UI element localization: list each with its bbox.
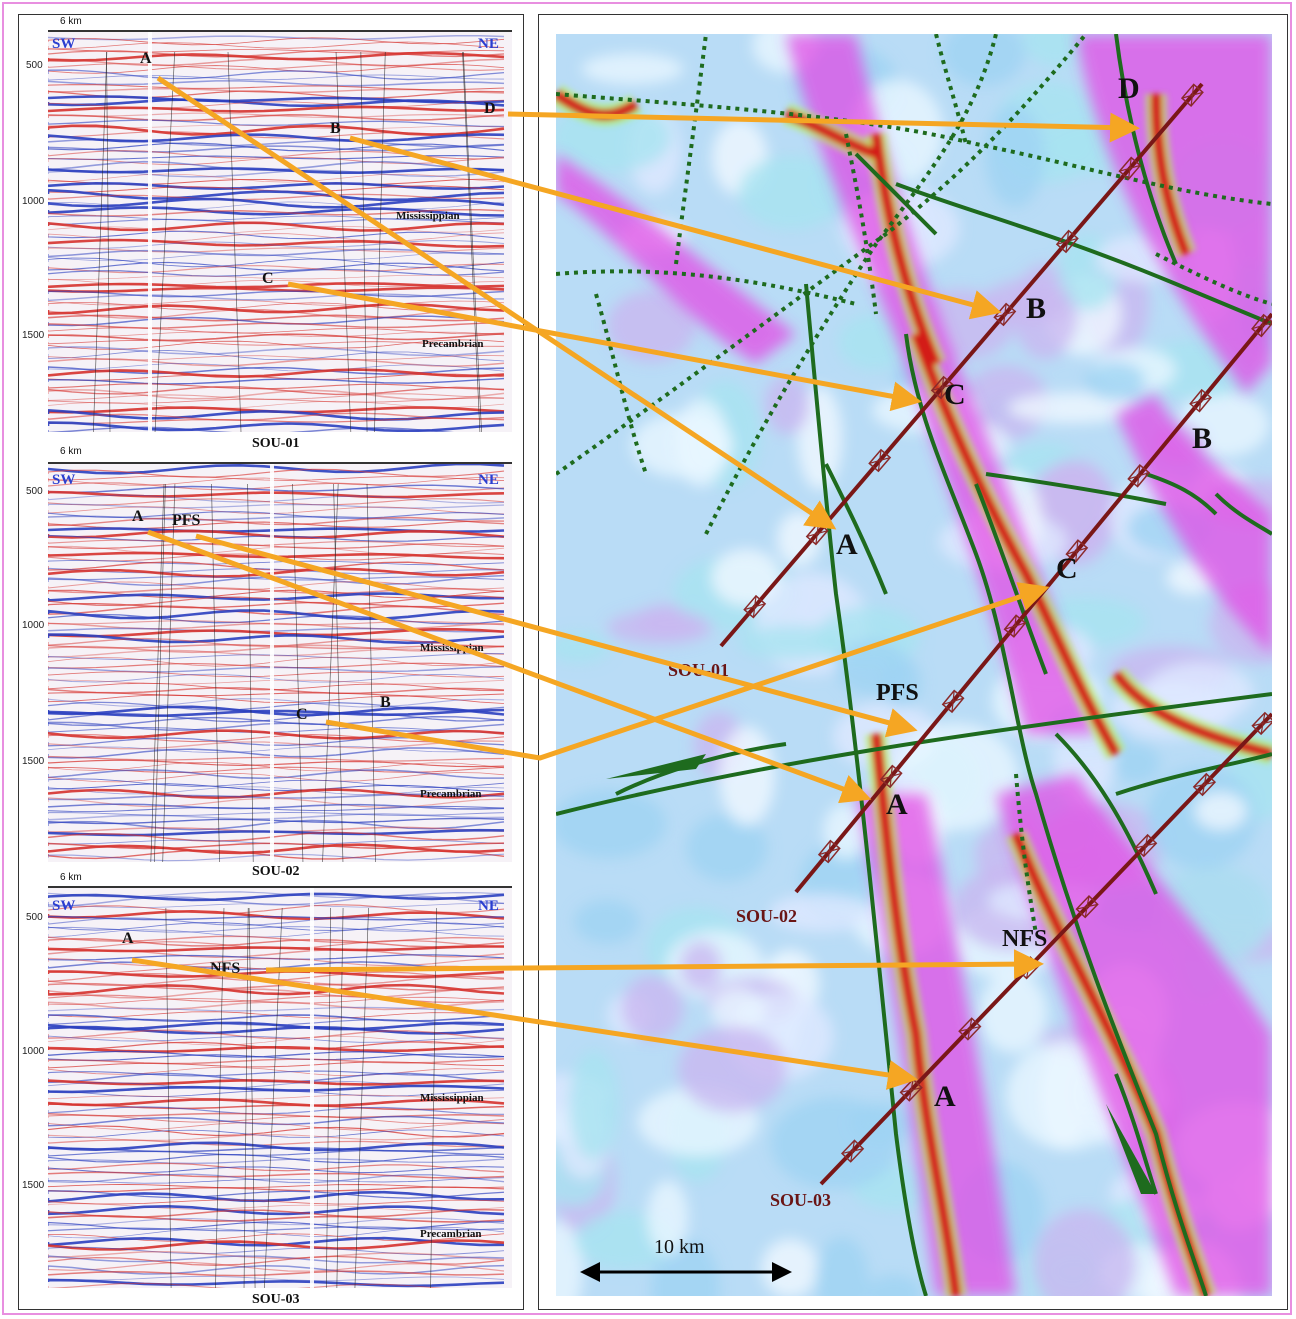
marker-label: B [380, 694, 391, 711]
fault-label: D [1118, 72, 1140, 105]
scale-bar-label: 6 km [60, 446, 82, 457]
section-caption: SOU-03 [252, 1292, 300, 1307]
formation-label: Precambrian [420, 788, 482, 800]
formation-label: Mississippian [420, 642, 484, 654]
scale-bar-label: 6 km [60, 16, 82, 27]
fault-label: PFS [876, 680, 919, 706]
time-tick: 1500 [22, 330, 45, 341]
section-caption: SOU-02 [252, 864, 300, 879]
direction-sw: SW [52, 472, 76, 488]
seismic-section-sou-01 [48, 30, 512, 432]
marker-label: C [296, 706, 308, 723]
marker-label: B [330, 120, 341, 137]
formation-label: Precambrian [422, 338, 484, 350]
marker-label: C [262, 270, 274, 287]
time-tick: 1500 [22, 1180, 45, 1191]
seismic-line-label: SOU-01 [668, 660, 730, 680]
fault-label: A [886, 788, 908, 821]
direction-ne: NE [478, 472, 499, 488]
time-tick: 500 [26, 60, 43, 71]
marker-label: A [122, 930, 134, 947]
fault-label: C [1056, 552, 1078, 585]
time-tick: 500 [26, 486, 43, 497]
section-caption: SOU-01 [252, 436, 300, 451]
time-tick: 500 [26, 912, 43, 923]
time-tick: 1000 [22, 1046, 45, 1057]
fault-label: A [934, 1080, 956, 1113]
seismic-traces [48, 32, 512, 432]
attribute-map [556, 34, 1272, 1296]
seismic-section-sou-02 [48, 462, 512, 862]
map-scale-label: 10 km [654, 1236, 705, 1258]
scale-bar-label: 6 km [60, 872, 82, 883]
formation-label: Mississippian [396, 210, 460, 222]
direction-ne: NE [478, 898, 499, 914]
seismic-line-label: SOU-03 [770, 1190, 832, 1210]
fault-label: A [836, 528, 858, 561]
time-tick: 1000 [22, 196, 45, 207]
fault-label: NFS [1002, 926, 1048, 952]
direction-ne: NE [478, 36, 499, 52]
marker-label: D [484, 100, 496, 117]
marker-label: PFS [172, 512, 201, 529]
marker-label: A [140, 50, 152, 67]
seismic-traces [48, 464, 512, 862]
seismic-line-label: SOU-02 [736, 906, 798, 926]
time-tick: 1500 [22, 756, 45, 767]
time-tick: 1000 [22, 620, 45, 631]
marker-label: A [132, 508, 144, 525]
fault-label: B [1192, 422, 1213, 455]
fault-label: B [1026, 292, 1047, 325]
direction-sw: SW [52, 898, 76, 914]
direction-sw: SW [52, 36, 76, 52]
fault-label: C [944, 378, 966, 411]
marker-label: NFS [210, 960, 241, 977]
formation-label: Mississippian [420, 1092, 484, 1104]
formation-label: Precambrian [420, 1228, 482, 1240]
